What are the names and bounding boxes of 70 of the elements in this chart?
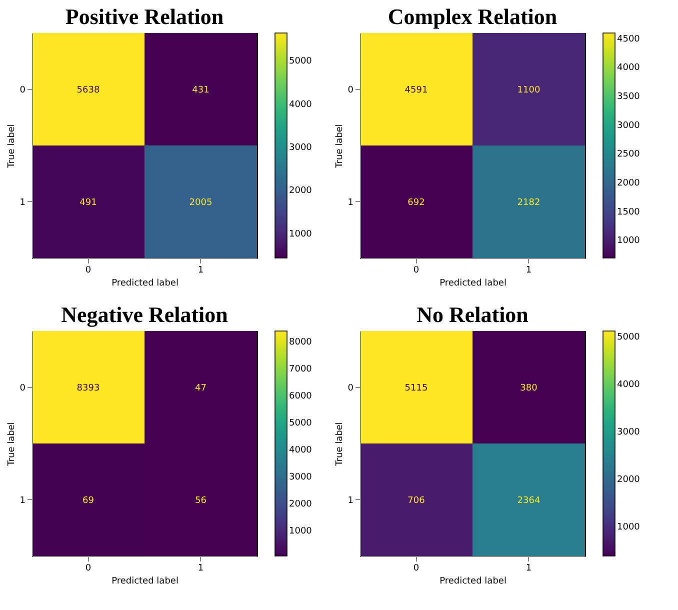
y-tick-label: 1 (348, 198, 354, 208)
x-tick-label: 0 (85, 266, 92, 276)
data-label: 56 (195, 496, 207, 506)
color-bar-label: 1500 (617, 207, 640, 218)
y-tick-label: 1 (20, 496, 26, 506)
y-tick-label: 1 (348, 496, 354, 506)
x-axis-title: Predicted label (112, 278, 178, 288)
data-label: 69 (82, 496, 94, 506)
color-bar-label: 7000 (289, 364, 312, 375)
color-bar-label: 2000 (289, 499, 312, 510)
color-bar-label: 3000 (617, 120, 640, 131)
x-tick-label: 0 (413, 266, 420, 276)
data-label: 2182 (517, 198, 540, 208)
chart-title: No Relation (416, 302, 528, 327)
chart-title: Complex Relation (388, 4, 558, 29)
color-bar-label: 6000 (289, 392, 312, 402)
color-bar-label: 8000 (289, 338, 312, 348)
data-label: 431 (192, 85, 210, 96)
data-label: 706 (408, 496, 426, 506)
color-bar-label: 1000 (289, 229, 312, 240)
y-tick-label: 1 (20, 198, 26, 208)
data-label: 5115 (404, 383, 428, 394)
y-axis-title: True label (334, 422, 345, 467)
color-bar-label: 5000 (289, 418, 312, 428)
color-bar-label: 4000 (617, 380, 640, 390)
color-bar-label: 4500 (617, 34, 640, 44)
color-bar-label: 2000 (289, 186, 312, 196)
x-axis-title: Predicted label (440, 278, 506, 288)
color-bar-label: 2500 (617, 150, 640, 160)
x-tick-label: 1 (526, 564, 532, 574)
color-bar-label: 2000 (617, 178, 640, 189)
y-axis-title: True label (6, 422, 17, 467)
x-tick-label: 1 (526, 266, 532, 276)
color-bar-label: 1000 (617, 522, 640, 533)
data-label: 1100 (517, 85, 540, 96)
color-bar-label: 3000 (289, 472, 312, 482)
color-bar-label: 3000 (289, 142, 312, 153)
color-bar-label: 4000 (289, 445, 312, 456)
color-bar-label: 5000 (289, 56, 312, 67)
data-label: 380 (520, 383, 538, 394)
chart-title: Positive Relation (65, 4, 224, 29)
color-bar-label: 4000 (617, 63, 640, 74)
data-label: 4591 (404, 85, 428, 96)
color-bar-label: 3500 (617, 92, 640, 102)
y-axis-title: True label (334, 124, 345, 169)
data-label: 8393 (76, 383, 100, 394)
data-label: 2364 (517, 496, 540, 506)
data-label: 491 (80, 198, 97, 208)
chart-title: Negative Relation (61, 302, 228, 327)
data-label: 47 (195, 383, 206, 394)
x-tick-label: 1 (198, 564, 204, 574)
data-label: 5638 (76, 85, 100, 96)
color-bar-label: 2000 (617, 475, 640, 486)
color-bar-label: 5000 (617, 332, 640, 342)
color-bar-label: 1000 (617, 236, 640, 246)
x-axis-title: Predicted label (440, 576, 506, 586)
x-tick-label: 0 (413, 564, 420, 574)
y-tick-label: 0 (348, 85, 354, 96)
data-label: 2005 (189, 198, 212, 208)
y-tick-label: 0 (20, 383, 26, 394)
x-tick-label: 1 (198, 266, 204, 276)
x-axis-title: Predicted label (112, 576, 178, 586)
y-tick-label: 0 (20, 85, 26, 96)
y-axis-title: True label (6, 124, 17, 169)
data-label: 692 (408, 198, 425, 208)
color-bar-label: 3000 (617, 428, 640, 438)
y-tick-label: 0 (348, 383, 354, 394)
x-tick-label: 0 (85, 564, 92, 574)
color-bar-label: 4000 (289, 100, 312, 110)
color-bar-label: 1000 (289, 526, 312, 536)
